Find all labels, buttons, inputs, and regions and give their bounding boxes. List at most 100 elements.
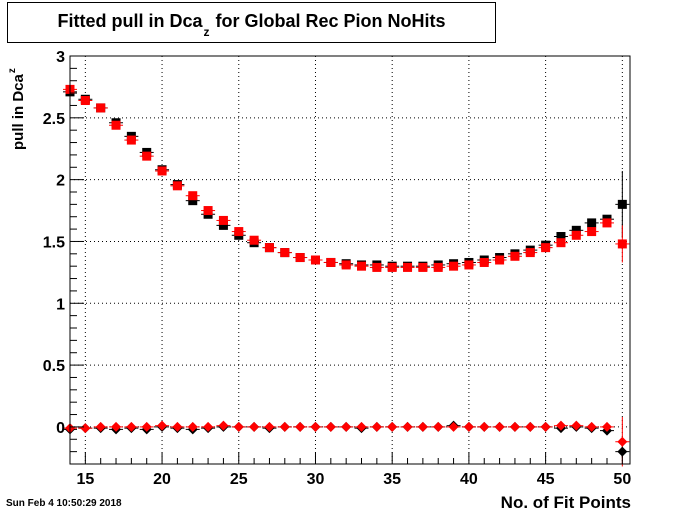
x-tick-label: 40 [460,471,478,488]
data-point-square [142,151,152,161]
data-point-square [80,96,90,106]
x-tick-label: 50 [613,471,631,488]
data-point-square [264,243,274,253]
y-tick-label: 3 [56,49,65,66]
data-point-square [341,260,351,270]
data-point-diamond [264,421,275,432]
data-point-square [203,206,213,216]
data-point-square [449,261,459,271]
data-point-diamond [325,421,336,432]
data-point-diamond [279,421,290,432]
data-point-square [234,227,244,237]
data-point-square [157,166,167,176]
data-point-diamond [417,421,428,432]
data-point-square [495,255,505,265]
data-point-square [602,218,612,228]
data-point-square [617,199,627,209]
chart-title-box: Fitted pull in Dcaz for Global Rec Pion N… [7,2,496,43]
data-point-square [541,243,551,253]
y-tick-label: 1 [56,296,65,313]
data-point-square [387,262,397,272]
data-point-square [326,257,336,267]
data-point-diamond [80,423,91,434]
x-tick-label: 20 [153,471,171,488]
data-markers [65,84,628,457]
data-point-diamond [172,421,183,432]
data-point-diamond [555,420,566,431]
chart-title-rest: for Global Rec Pion NoHits [215,11,446,31]
y-tick-label: 1.5 [43,234,65,251]
chart-title-subscript: z [203,25,210,39]
data-point-diamond [310,421,321,432]
data-point-square [525,248,535,258]
axis-ticks: 15 20 25 30 35 40 45 50 0 0.5 1 1.5 2 2.5 3 [43,49,632,488]
x-tick-label: 45 [537,471,555,488]
data-point-square [556,232,566,242]
data-point-square [188,196,198,206]
plot-frame [69,55,631,465]
data-point-square [111,120,121,130]
data-point-diamond [95,421,106,432]
data-point-diamond [371,421,382,432]
data-point-square [310,255,320,265]
data-point-diamond [187,421,198,432]
data-point-square [218,220,228,230]
data-point-diamond [111,421,122,432]
x-tick-label: 15 [76,471,94,488]
y-axis-label-main: pull in Dca [10,74,27,150]
data-point-diamond [601,421,612,432]
data-point-square [617,239,627,249]
chart-title: Fitted pull in Dcaz for Global Rec Pion N… [8,11,495,39]
data-point-square [403,262,413,272]
data-point-square [249,235,259,245]
data-point-square [571,230,581,240]
data-point-diamond [402,421,413,432]
data-point-diamond [203,421,214,432]
data-point-square [188,191,198,201]
data-point-diamond [586,421,597,432]
data-point-diamond [341,421,352,432]
y-tick-label: 2.5 [43,111,65,128]
data-point-square [556,238,566,248]
data-point-diamond [387,421,398,432]
y-tick-label: 2 [56,173,65,190]
data-point-diamond [295,421,306,432]
data-point-square [357,261,367,271]
data-point-square [571,225,581,235]
y-tick-label: 0 [56,420,65,437]
data-point-square [433,262,443,272]
data-point-diamond [448,421,459,432]
data-point-diamond [218,420,229,431]
data-point-square [372,262,382,272]
data-point-square [464,260,474,270]
data-point-square [418,262,428,272]
x-tick-label: 35 [383,471,401,488]
data-point-diamond [479,421,490,432]
data-point-square [126,135,136,145]
data-point-square [479,257,489,267]
data-point-square [295,253,305,263]
data-point-square [510,251,520,261]
data-point-diamond [249,421,260,432]
data-point-square [587,218,597,228]
data-point-diamond [141,421,152,432]
data-point-diamond [494,421,505,432]
data-point-diamond [525,421,536,432]
data-point-diamond [617,446,628,457]
y-tick-label: 0.5 [43,358,65,375]
data-point-diamond [356,421,367,432]
data-point-diamond [571,420,582,431]
data-point-diamond [617,436,628,447]
chart-title-main: Fitted pull in Dca [57,11,203,31]
error-bars [63,86,630,467]
x-axis-label: No. of Fit Points [500,493,631,512]
data-point-square [280,248,290,258]
data-point-diamond [540,421,551,432]
data-point-square [587,227,597,237]
y-axis-label-subscript: z [7,68,18,74]
data-point-diamond [233,421,244,432]
x-tick-label: 25 [230,471,248,488]
data-point-diamond [157,420,168,431]
data-point-square [172,181,182,191]
